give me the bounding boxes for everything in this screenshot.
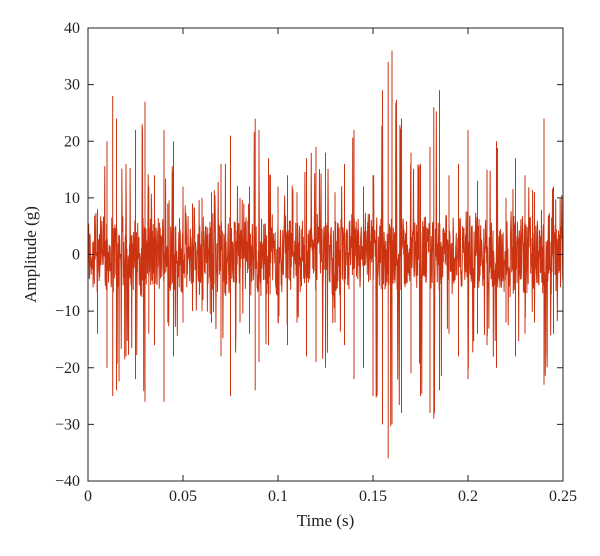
signal-layer bbox=[87, 50, 564, 459]
x-tick-label: 0.2 bbox=[458, 488, 478, 505]
x-tick-label: 0.15 bbox=[359, 488, 387, 505]
y-tick-label: 10 bbox=[64, 190, 80, 207]
x-axis-label: Time (s) bbox=[297, 511, 354, 530]
y-tick-label: 40 bbox=[64, 20, 80, 37]
y-tick-label: −20 bbox=[55, 360, 80, 377]
ticks-layer: 0 0.05 0.1 0.15 0.2 0.25 −40 −30 −20 −10 0 10 20 30 40 bbox=[55, 20, 577, 505]
x-tick-label: 0.25 bbox=[549, 488, 577, 505]
y-tick-label: 0 bbox=[72, 247, 80, 264]
y-tick-label: −10 bbox=[55, 303, 80, 320]
x-tick-label: 0.05 bbox=[169, 488, 197, 505]
x-tick-label: 0 bbox=[84, 488, 92, 505]
x-tick-label: 0.1 bbox=[268, 488, 288, 505]
y-tick-label: 20 bbox=[64, 133, 80, 150]
y-tick-label: −30 bbox=[55, 416, 80, 433]
y-tick-label: 30 bbox=[64, 77, 80, 94]
y-tick-label: −40 bbox=[55, 473, 80, 490]
y-axis-label: Amplitude (g) bbox=[21, 206, 40, 303]
